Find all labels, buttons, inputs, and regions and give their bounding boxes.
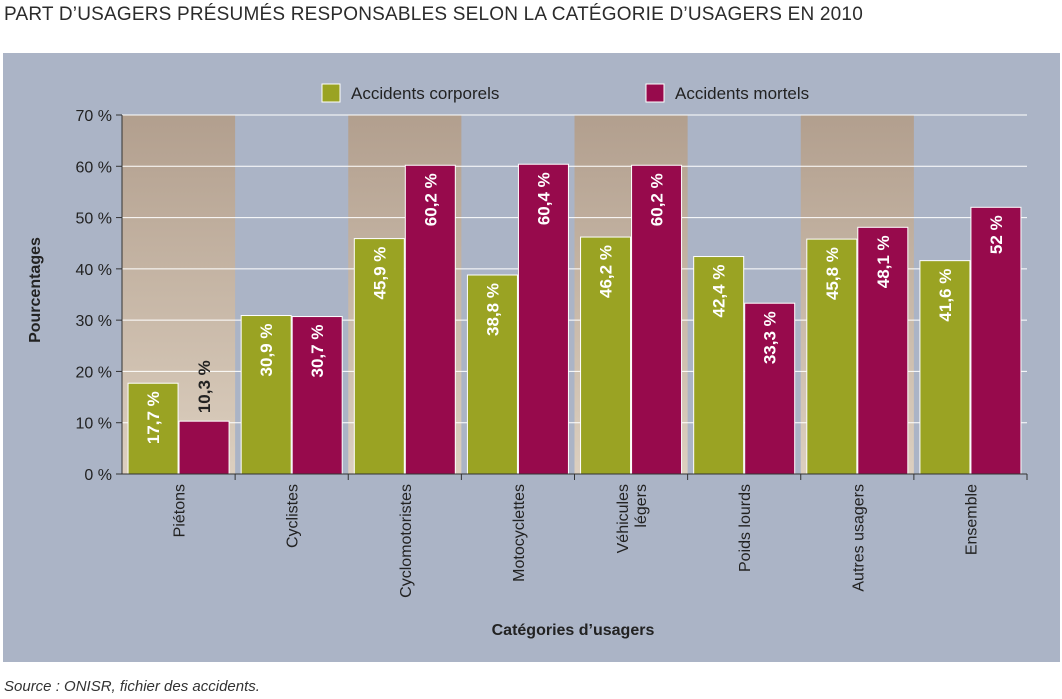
- data-label: 52 %: [987, 215, 1006, 254]
- y-tick-label: 40 %: [76, 262, 112, 279]
- bar-mortels-4: [631, 164, 683, 475]
- axes: 0 % 10 % 20 % 30 % 40 % 50 % 60 % 70 % Piétons Cy…: [76, 108, 1028, 598]
- data-label: 38,8 %: [483, 283, 502, 336]
- y-tick-label: 50 %: [76, 211, 112, 228]
- bar-mortels-3: [517, 163, 569, 475]
- bar-corporels-0: [127, 382, 179, 475]
- data-label: 45,9 %: [370, 247, 389, 300]
- y-tick-label: 10 %: [76, 416, 112, 433]
- bar-corporels-5: [693, 256, 745, 475]
- y-tick-label: 20 %: [76, 364, 112, 381]
- x-tick-label: Autres usagers: [850, 484, 867, 592]
- x-axis-label: Catégories d’usagers: [492, 622, 655, 639]
- bar-corporels-4: [580, 236, 632, 475]
- source-note: Source : ONISR, fichier des accidents.: [4, 678, 260, 695]
- data-label: 48,1 %: [874, 235, 893, 288]
- data-label: 10,3 %: [195, 360, 214, 413]
- x-tick-label: Cyclomotoristes: [398, 484, 415, 598]
- bar-corporels-2: [353, 238, 405, 475]
- x-tick-label: Poids lourds: [737, 484, 754, 572]
- data-label: 30,9 %: [257, 324, 276, 377]
- x-tick-label: Véhicules: [615, 484, 632, 553]
- data-label: 33,3 %: [761, 311, 780, 364]
- bars: [127, 163, 1022, 475]
- data-label: 60,4 %: [534, 172, 553, 225]
- legend-label: Accidents corporels: [351, 84, 499, 103]
- page-title: PART D’USAGERS PRÉSUMÉS RESPONSABLES SEL…: [4, 4, 863, 25]
- bar-mortels-5: [744, 302, 796, 475]
- bar-corporels-6: [806, 238, 858, 475]
- bar-mortels-6: [857, 226, 909, 475]
- y-tick-label: 70 %: [76, 108, 112, 125]
- x-tick-label: Piétons: [172, 484, 189, 537]
- x-tick-label: Ensemble: [963, 484, 980, 555]
- data-label: 42,4 %: [710, 265, 729, 318]
- data-label: 60,2 %: [648, 173, 667, 226]
- legend-swatch-mortels: [645, 83, 665, 103]
- data-label: 45,8 %: [823, 247, 842, 300]
- x-tick-label: Motocyclettes: [511, 484, 528, 582]
- data-labels: 17,7 % 10,3 % 30,9 % 30,7 % 45,9 % 60,2 % 38,8…: [144, 172, 1006, 444]
- bar-mortels-0: [178, 420, 230, 475]
- legend-swatch-corporels: [321, 83, 341, 103]
- data-label: 30,7 %: [308, 325, 327, 378]
- y-tick-label: 30 %: [76, 313, 112, 330]
- legend: Accidents corporels Accidents mortels: [321, 83, 809, 103]
- bar-corporels-7: [919, 260, 971, 475]
- data-label: 17,7 %: [144, 391, 163, 444]
- y-tick-label: 0 %: [84, 467, 112, 484]
- data-label: 60,2 %: [421, 173, 440, 226]
- y-axis-label: Pourcentages: [27, 237, 44, 343]
- bar-mortels-2: [404, 164, 456, 475]
- legend-label: Accidents mortels: [675, 84, 809, 103]
- x-tick-label: légers: [633, 484, 650, 528]
- data-label: 41,6 %: [936, 269, 955, 322]
- data-label: 46,2 %: [597, 245, 616, 298]
- bar-corporels-3: [466, 274, 518, 475]
- y-tick-label: 60 %: [76, 159, 112, 176]
- bar-mortels-7: [970, 206, 1022, 475]
- x-tick-label: Cyclistes: [285, 484, 302, 548]
